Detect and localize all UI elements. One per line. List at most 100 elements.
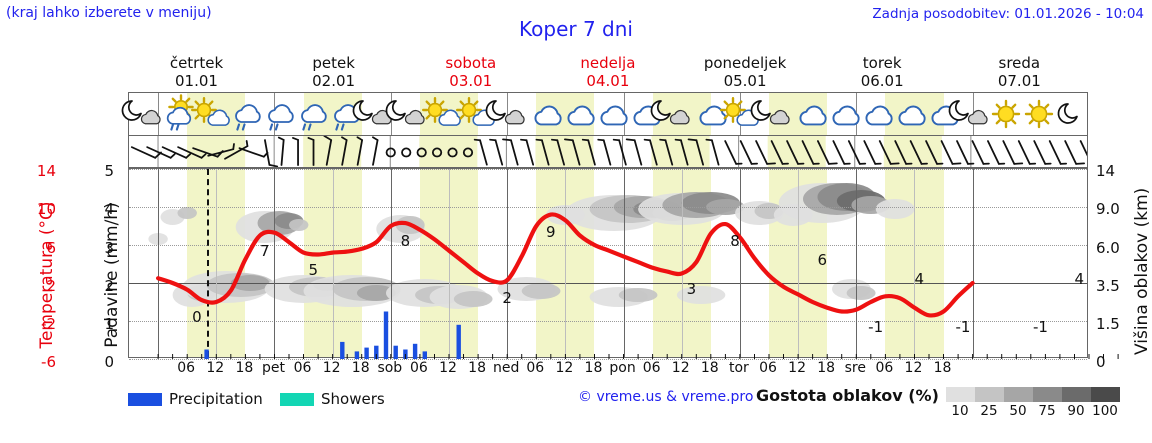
cloud-density-step-2 [1004,387,1033,402]
temperature-tick-3: 2 [46,277,56,295]
day-header-1: četrtek 01.01 [118,54,275,90]
weather-icon-cloud [890,93,926,137]
day-header-3: sobota 03.01 [392,54,549,90]
x-tick-label: 18 [933,360,952,376]
weather-icon-moon-cloud [948,93,990,137]
cloud-density-step-3 [1033,387,1062,402]
x-tick-label: 06 [409,360,428,376]
day-name: sreda [998,54,1041,72]
day-separator [623,169,625,357]
temperature-point-label: 7 [259,241,270,260]
precipitation-bars [157,311,1119,359]
weather-icon-cloud-drizzle [228,93,261,137]
legend-precipitation-label: Precipitation [169,390,263,408]
temperature-point-label: -1 [955,317,971,336]
day-name: ponedeljek [703,54,787,72]
last-updated: Zadnja posodobitev: 01.01.2026 - 10:04 [872,6,1144,22]
precipitation-swatch [128,392,162,406]
precipitation-tick-0: 5 [104,162,114,180]
noon-gridline [565,169,567,357]
legend-precipitation: Precipitation [128,390,263,408]
day-separator [158,169,160,357]
day-separator [739,93,741,135]
wind-barb-row [128,136,1088,168]
cloud-density-step-0 [946,387,975,402]
cloud-density-step-4 [1062,387,1091,402]
location-menu-note: (kraj lahko izberete v meniju) [6,5,212,21]
day-separator [507,169,509,357]
day-date: 03.01 [449,72,493,90]
noon-gridline [798,169,800,357]
cloud-density-tick-5: 100 [1092,403,1118,419]
day-separator [856,169,858,357]
temperature-tick-1: 10 [36,200,56,218]
precipitation-tick-3: 2 [104,277,114,295]
gridline-h-4 [129,321,1087,322]
copyright-link[interactable]: © vreme.us & vreme.pro [578,389,754,405]
weather-icon-sun-cloud [422,93,462,137]
daylight-band-2 [303,169,362,357]
x-tick-label: 06 [526,360,545,376]
day-headers: četrtek 01.01 petek 02.01 sobota 03.01 nedelja… [128,54,1088,90]
cloud-density-step-1 [975,387,1004,402]
weather-icon-row [121,92,1088,137]
x-axis-ticks: 06 12 18 pet 06 12 18 sob 06 12 18 ned 06 12 18 pon 06 12… [128,360,1088,380]
cloud-density-colorbar [946,387,1120,402]
weather-icon-sun-cloud-drizzle [162,93,195,137]
meteogram-chart: 0 7 5 8 2 9 3 8 6 -1 4 -1 -1 4 [128,168,1119,360]
weather-icon-cloud-drizzle [295,93,328,137]
temperature-tick-5: -6 [41,353,56,371]
x-tick-label: 12 [322,360,341,376]
temperature-tick-0: 14 [36,162,56,180]
day-header-2: petek 02.01 [255,54,412,90]
temperature-curve [156,212,975,318]
day-separator [158,93,160,135]
cloud-density-tick-1: 25 [980,403,998,419]
weather-icon-cloud [692,93,727,137]
cloud-density-legend-title: Gostota oblakov (%) [756,386,939,405]
day-separator [274,169,276,357]
gridline-h-2 [129,245,1087,246]
weather-icon-sun-cloud [190,93,230,137]
weather-icon-cloud [791,93,827,137]
precipitation-tick-4: 1 [104,315,114,333]
day-date: 06.01 [860,72,904,90]
day-name: četrtek [169,54,224,72]
legend-showers: Showers [280,390,385,408]
temperature-point-label: 9 [546,222,556,241]
x-tick-label: tor [729,360,749,376]
day-date: 04.01 [586,72,630,90]
cloud-height-tick-1: 9.0 [1096,200,1120,218]
weather-icon-cloud [526,93,562,137]
x-tick-label: 12 [439,360,457,376]
temperature-point-label: 8 [730,232,740,250]
gridline-h-5 [129,359,1087,360]
cloud-density-step-5 [1091,387,1120,402]
x-tick-label: ned [492,360,520,376]
cloud-density-tick-4: 90 [1067,403,1085,419]
noon-gridline [216,169,218,357]
x-tick-label: 18 [235,360,254,376]
day-header-4: nedelja 04.01 [529,54,686,90]
x-tick-label: 06 [293,360,312,376]
temperature-point-label: 0 [192,308,202,326]
precipitation-tick-2: 3 [104,239,114,257]
cloud-density-tick-3: 75 [1038,403,1056,419]
weather-icon-cloud-drizzle [261,93,294,137]
weather-icon-moon-cloud [386,93,427,137]
gridline-h-0 [129,169,1087,170]
current-time-line [206,169,209,357]
cloud-height-tick-4: 1.5 [1096,315,1120,333]
day-separator [507,93,509,135]
x-tick-label: 12 [788,360,806,376]
x-tick-label: sre [844,360,866,376]
weather-icon-cloud [824,93,860,137]
weather-icon-cloud [592,93,628,137]
precipitation-tick-5: 0 [104,353,114,371]
cloud-height-tick-2: 6.0 [1096,239,1120,257]
cloud-height-tick-3: 3.5 [1096,277,1120,295]
day-header-7: sreda 07.01 [941,54,1098,90]
weather-icon-moon-cloud [485,93,526,137]
x-tick-label: 18 [817,360,836,376]
